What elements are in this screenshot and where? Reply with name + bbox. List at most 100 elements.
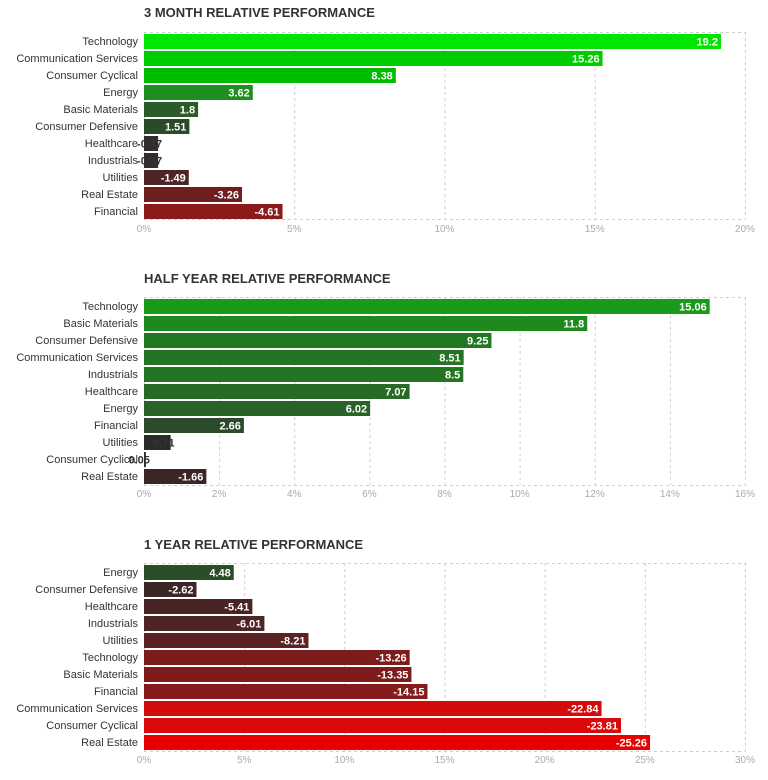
category-label: Industrials — [88, 155, 139, 167]
bar[interactable] — [144, 136, 159, 151]
category-label: Communication Services — [16, 352, 138, 364]
value-label: -4.61 — [254, 207, 279, 219]
x-tick-label: 16% — [735, 489, 755, 500]
value-label: 1.51 — [165, 122, 186, 134]
bar[interactable] — [144, 701, 602, 716]
bar[interactable] — [144, 204, 283, 219]
value-label: 15.06 — [679, 302, 707, 314]
category-label: Utilities — [103, 172, 139, 184]
category-label: Consumer Defensive — [35, 121, 138, 133]
bar[interactable] — [144, 735, 651, 750]
category-label: Energy — [103, 87, 138, 99]
bar[interactable] — [144, 452, 146, 467]
x-tick-label: 4% — [287, 489, 302, 500]
x-tick-label: 0% — [137, 224, 152, 235]
value-label: 0.05 — [128, 455, 149, 467]
x-tick-label: 10% — [334, 755, 354, 766]
x-tick-label: 15% — [585, 224, 605, 235]
bar[interactable] — [144, 367, 464, 382]
value-label: 15.26 — [572, 54, 600, 66]
value-label: -5.41 — [224, 602, 249, 614]
value-label: -13.26 — [375, 653, 406, 665]
value-label: -0.47 — [137, 156, 162, 168]
category-label: Industrials — [88, 618, 139, 630]
bar[interactable] — [144, 684, 428, 699]
value-label: -23.81 — [587, 721, 618, 733]
bar[interactable] — [144, 170, 189, 185]
value-label: 0.71 — [153, 438, 174, 450]
x-tick-label: 5% — [237, 755, 252, 766]
x-tick-label: 25% — [635, 755, 655, 766]
bar[interactable] — [144, 299, 710, 314]
x-tick-label: 20% — [535, 755, 555, 766]
bar[interactable] — [144, 333, 492, 348]
category-label: Technology — [82, 36, 138, 48]
bar[interactable] — [144, 384, 410, 399]
bar[interactable] — [144, 51, 603, 66]
x-tick-label: 6% — [362, 489, 377, 500]
bar[interactable] — [144, 565, 234, 580]
category-label: Basic Materials — [63, 318, 138, 330]
value-label: 2.66 — [219, 421, 240, 433]
value-label: 1.8 — [180, 105, 195, 117]
value-label: 7.07 — [385, 387, 406, 399]
bar[interactable] — [144, 667, 412, 682]
category-label: Consumer Defensive — [35, 584, 138, 596]
bar[interactable] — [144, 350, 464, 365]
category-label: Financial — [94, 206, 138, 218]
chart-title: 1 YEAR RELATIVE PERFORMANCE — [144, 537, 363, 552]
x-tick-label: 14% — [660, 489, 680, 500]
category-label: Consumer Cyclical — [46, 454, 138, 466]
bar[interactable] — [144, 435, 171, 450]
bar[interactable] — [144, 599, 253, 614]
value-label: -13.35 — [377, 670, 408, 682]
bar[interactable] — [144, 401, 371, 416]
category-label: Healthcare — [85, 138, 138, 150]
bar[interactable] — [144, 119, 190, 134]
bar[interactable] — [144, 582, 197, 597]
category-label: Consumer Cyclical — [46, 720, 138, 732]
value-label: 8.38 — [371, 71, 392, 83]
x-tick-label: 0% — [137, 755, 152, 766]
value-label: -8.21 — [280, 636, 305, 648]
x-tick-label: 20% — [735, 224, 755, 235]
value-label: -22.84 — [567, 704, 599, 716]
value-label: -6.01 — [236, 619, 261, 631]
category-label: Financial — [94, 686, 138, 698]
category-label: Energy — [103, 403, 138, 415]
chart-1: 3 MONTH RELATIVE PERFORMANCE 0% 5% 10% 15% 20… — [16, 5, 755, 235]
bar[interactable] — [144, 718, 621, 733]
value-label: 9.25 — [467, 336, 488, 348]
value-label: 8.5 — [445, 370, 460, 382]
value-label: -3.26 — [214, 190, 239, 202]
bar[interactable] — [144, 68, 396, 83]
x-tick-label: 15% — [434, 755, 454, 766]
category-label: Basic Materials — [63, 669, 138, 681]
bar[interactable] — [144, 187, 242, 202]
bar[interactable] — [144, 102, 199, 117]
bar[interactable] — [144, 633, 309, 648]
value-label: 3.62 — [228, 88, 249, 100]
value-label: 19.2 — [697, 37, 718, 49]
x-tick-label: 30% — [735, 755, 755, 766]
category-label: Utilities — [103, 437, 139, 449]
category-label: Communication Services — [16, 53, 138, 65]
category-label: Real Estate — [81, 737, 138, 749]
value-label: 4.48 — [209, 568, 230, 580]
bar[interactable] — [144, 469, 207, 484]
bar[interactable] — [144, 316, 588, 331]
x-tick-label: 10% — [434, 224, 454, 235]
category-label: Healthcare — [85, 386, 138, 398]
value-label: 11.8 — [563, 319, 584, 331]
bar[interactable] — [144, 418, 244, 433]
bar[interactable] — [144, 85, 253, 100]
category-label: Consumer Cyclical — [46, 70, 138, 82]
bar[interactable] — [144, 153, 159, 168]
bar[interactable] — [144, 650, 410, 665]
value-label: -1.66 — [178, 472, 203, 484]
value-label: -1.49 — [161, 173, 186, 185]
bar[interactable] — [144, 34, 721, 49]
bar[interactable] — [144, 616, 265, 631]
chart-2: HALF YEAR RELATIVE PERFORMANCE 0% 2% 4% 6% 8%… — [16, 271, 755, 500]
